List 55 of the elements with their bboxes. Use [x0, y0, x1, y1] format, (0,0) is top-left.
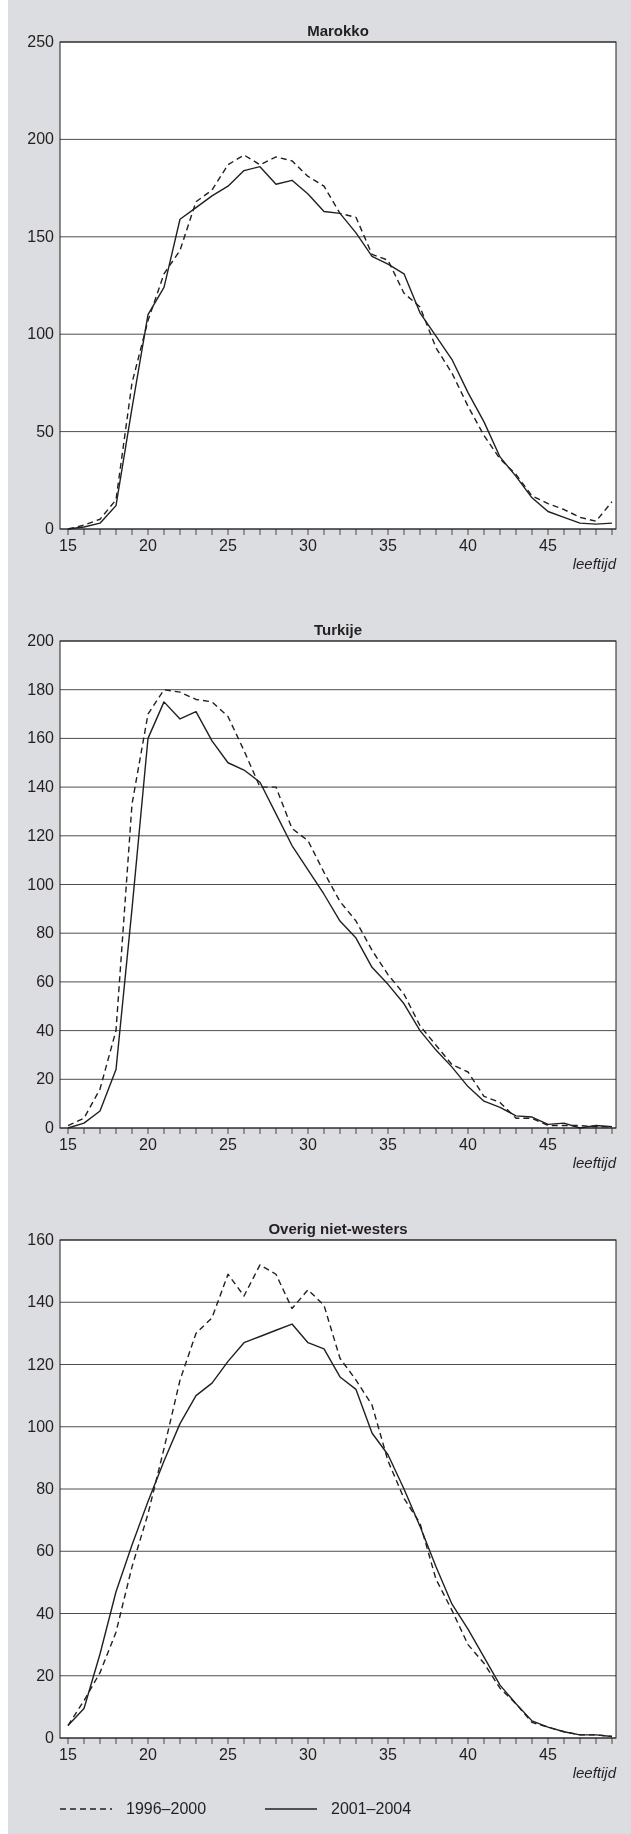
y-tick-label: 160 [27, 1231, 55, 1248]
chart-title: Turkije [313, 621, 363, 638]
y-tick-label: 150 [27, 227, 55, 245]
x-tick-label: 25 [219, 1136, 237, 1153]
y-tick-label: 100 [27, 1417, 55, 1435]
x-tick-label: 40 [459, 1746, 477, 1763]
y-tick-label: 250 [27, 33, 55, 50]
y-tick-label: 140 [27, 778, 55, 796]
x-tick-label: 35 [379, 1136, 397, 1153]
y-tick-label: 20 [36, 1666, 55, 1684]
y-tick-label: 0 [45, 520, 55, 537]
x-tick-label: 30 [299, 1136, 317, 1153]
y-tick-label: 180 [27, 680, 55, 698]
y-tick-label: 40 [36, 1604, 55, 1622]
chart-title: Overig niet-westers [268, 1220, 408, 1237]
x-tick-label: 20 [139, 1746, 157, 1763]
x-axis-title: leeftijd [572, 1154, 617, 1171]
x-tick-label: 40 [459, 1136, 477, 1153]
x-tick-label: 15 [59, 1136, 77, 1153]
x-axis-title: leeftijd [572, 555, 617, 572]
x-tick-label: 25 [219, 537, 237, 554]
y-tick-label: 0 [45, 1119, 55, 1136]
x-axis-title: leeftijd [572, 1764, 617, 1781]
y-tick-label: 50 [36, 422, 55, 440]
y-tick-label: 200 [27, 632, 55, 649]
x-tick-label: 15 [59, 537, 77, 554]
x-tick-label: 15 [59, 1746, 77, 1763]
x-tick-label: 30 [299, 1746, 317, 1763]
x-tick-label: 20 [139, 537, 157, 554]
x-tick-label: 45 [539, 1746, 557, 1763]
legend-label: 1996–2000 [126, 1800, 207, 1817]
y-tick-label: 160 [27, 729, 55, 747]
y-tick-label: 80 [36, 924, 55, 942]
x-tick-label: 40 [459, 537, 477, 554]
x-tick-label: 20 [139, 1136, 157, 1153]
x-tick-label: 30 [299, 537, 317, 554]
chart-title: Marokko [307, 22, 369, 39]
y-tick-label: 60 [36, 972, 55, 990]
y-tick-label: 20 [36, 1070, 55, 1088]
x-tick-label: 45 [539, 537, 557, 554]
y-tick-label: 100 [27, 875, 55, 893]
x-tick-label: 35 [379, 537, 397, 554]
x-tick-label: 35 [379, 1746, 397, 1763]
y-tick-label: 120 [27, 1355, 55, 1373]
y-tick-label: 120 [27, 826, 55, 844]
x-tick-label: 45 [539, 1136, 557, 1153]
y-tick-label: 60 [36, 1542, 55, 1560]
y-tick-label: 200 [27, 130, 55, 148]
legend-label: 2001–2004 [331, 1800, 412, 1817]
y-tick-label: 100 [27, 325, 55, 343]
y-tick-label: 0 [45, 1729, 55, 1746]
y-tick-label: 80 [36, 1480, 55, 1497]
y-tick-label: 40 [36, 1021, 55, 1039]
y-tick-label: 140 [27, 1293, 55, 1311]
x-tick-label: 25 [219, 1746, 237, 1763]
